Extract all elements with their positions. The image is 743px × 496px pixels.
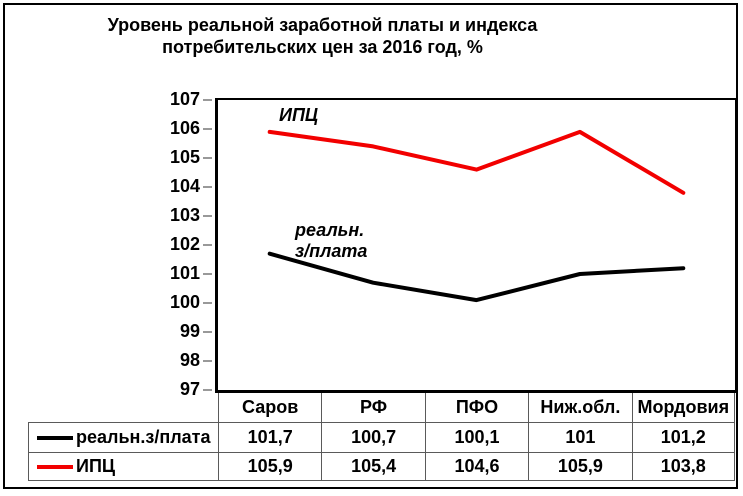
legend-cell: реальн.з/плата <box>28 422 218 452</box>
y-axis-tick-mark <box>203 215 212 217</box>
y-axis-tick-label: 103 <box>169 205 200 226</box>
chart-canvas <box>267 129 686 303</box>
value-cell: 101,2 <box>631 422 735 452</box>
y-axis-tick-label: 106 <box>169 118 200 139</box>
y-axis-tick-label: 101 <box>169 263 200 284</box>
series-name: ИПЦ <box>76 456 116 476</box>
y-axis-tick-mark <box>203 331 212 333</box>
value-cell: 105,9 <box>528 452 632 481</box>
y-axis-tick-label: 107 <box>169 89 200 110</box>
ipc-line-label: ИПЦ <box>279 105 319 125</box>
table-corner-cell <box>28 393 218 422</box>
series-line-swatch <box>37 435 73 440</box>
series-line-swatch <box>37 464 73 469</box>
chart-title-line2: потребительских цен за 2016 год, % <box>162 37 483 57</box>
y-axis-tick-label: 105 <box>169 147 200 168</box>
value-cell: 101,7 <box>218 422 322 452</box>
value-cell: 103,8 <box>631 452 735 481</box>
table-header-cell: ПФО <box>424 393 529 422</box>
y-axis-tick-label: 102 <box>169 234 200 255</box>
value-cell: 100,1 <box>424 422 529 452</box>
y-axis-tick-mark <box>203 186 212 188</box>
y-axis-tick-label: 99 <box>179 321 200 342</box>
wage-line-label: реальн. з/плата <box>295 220 367 262</box>
table-header-cell: Ниж.обл. <box>528 393 632 422</box>
y-axis-tick-mark <box>203 389 212 391</box>
y-axis-tick-mark <box>203 244 212 246</box>
plot-area <box>215 98 737 393</box>
y-axis-tick-label: 100 <box>169 292 200 313</box>
value-cell: 105,4 <box>321 452 425 481</box>
chart-title-line1: Уровень реальной заработной платы и инде… <box>107 15 538 35</box>
chart-frame <box>3 3 738 489</box>
table-header-cell: Саров <box>218 393 322 422</box>
data-table: Саров РФ ПФО Ниж.обл. Мордовия реальн.з/плата… <box>28 393 735 481</box>
y-axis-tick-label: 98 <box>179 350 200 371</box>
table-header-cell: РФ <box>321 393 425 422</box>
y-axis-tick-mark <box>203 360 212 362</box>
y-axis-tick-label: 97 <box>179 379 200 400</box>
y-axis-tick-mark <box>203 273 212 275</box>
legend-cell: ИПЦ <box>28 452 218 481</box>
wage-line-label-line1: реальн. <box>295 220 365 240</box>
wage-line <box>267 251 686 303</box>
chart-title: Уровень реальной заработной платы и инде… <box>70 14 575 58</box>
y-axis-tick-mark <box>203 99 212 101</box>
table-header-cell: Мордовия <box>631 393 735 422</box>
value-cell: 101 <box>528 422 632 452</box>
ipc-line <box>267 129 686 195</box>
y-axis-tick-label: 104 <box>169 176 200 197</box>
series-name: реальн.з/плата <box>76 427 211 447</box>
y-axis-tick-mark <box>203 128 212 130</box>
value-cell: 104,6 <box>424 452 529 481</box>
y-axis-tick-mark <box>203 302 212 304</box>
value-cell: 105,9 <box>218 452 322 481</box>
wage-line-label-line2: з/плата <box>295 241 368 261</box>
value-cell: 100,7 <box>321 422 425 452</box>
y-axis-tick-mark <box>203 157 212 159</box>
